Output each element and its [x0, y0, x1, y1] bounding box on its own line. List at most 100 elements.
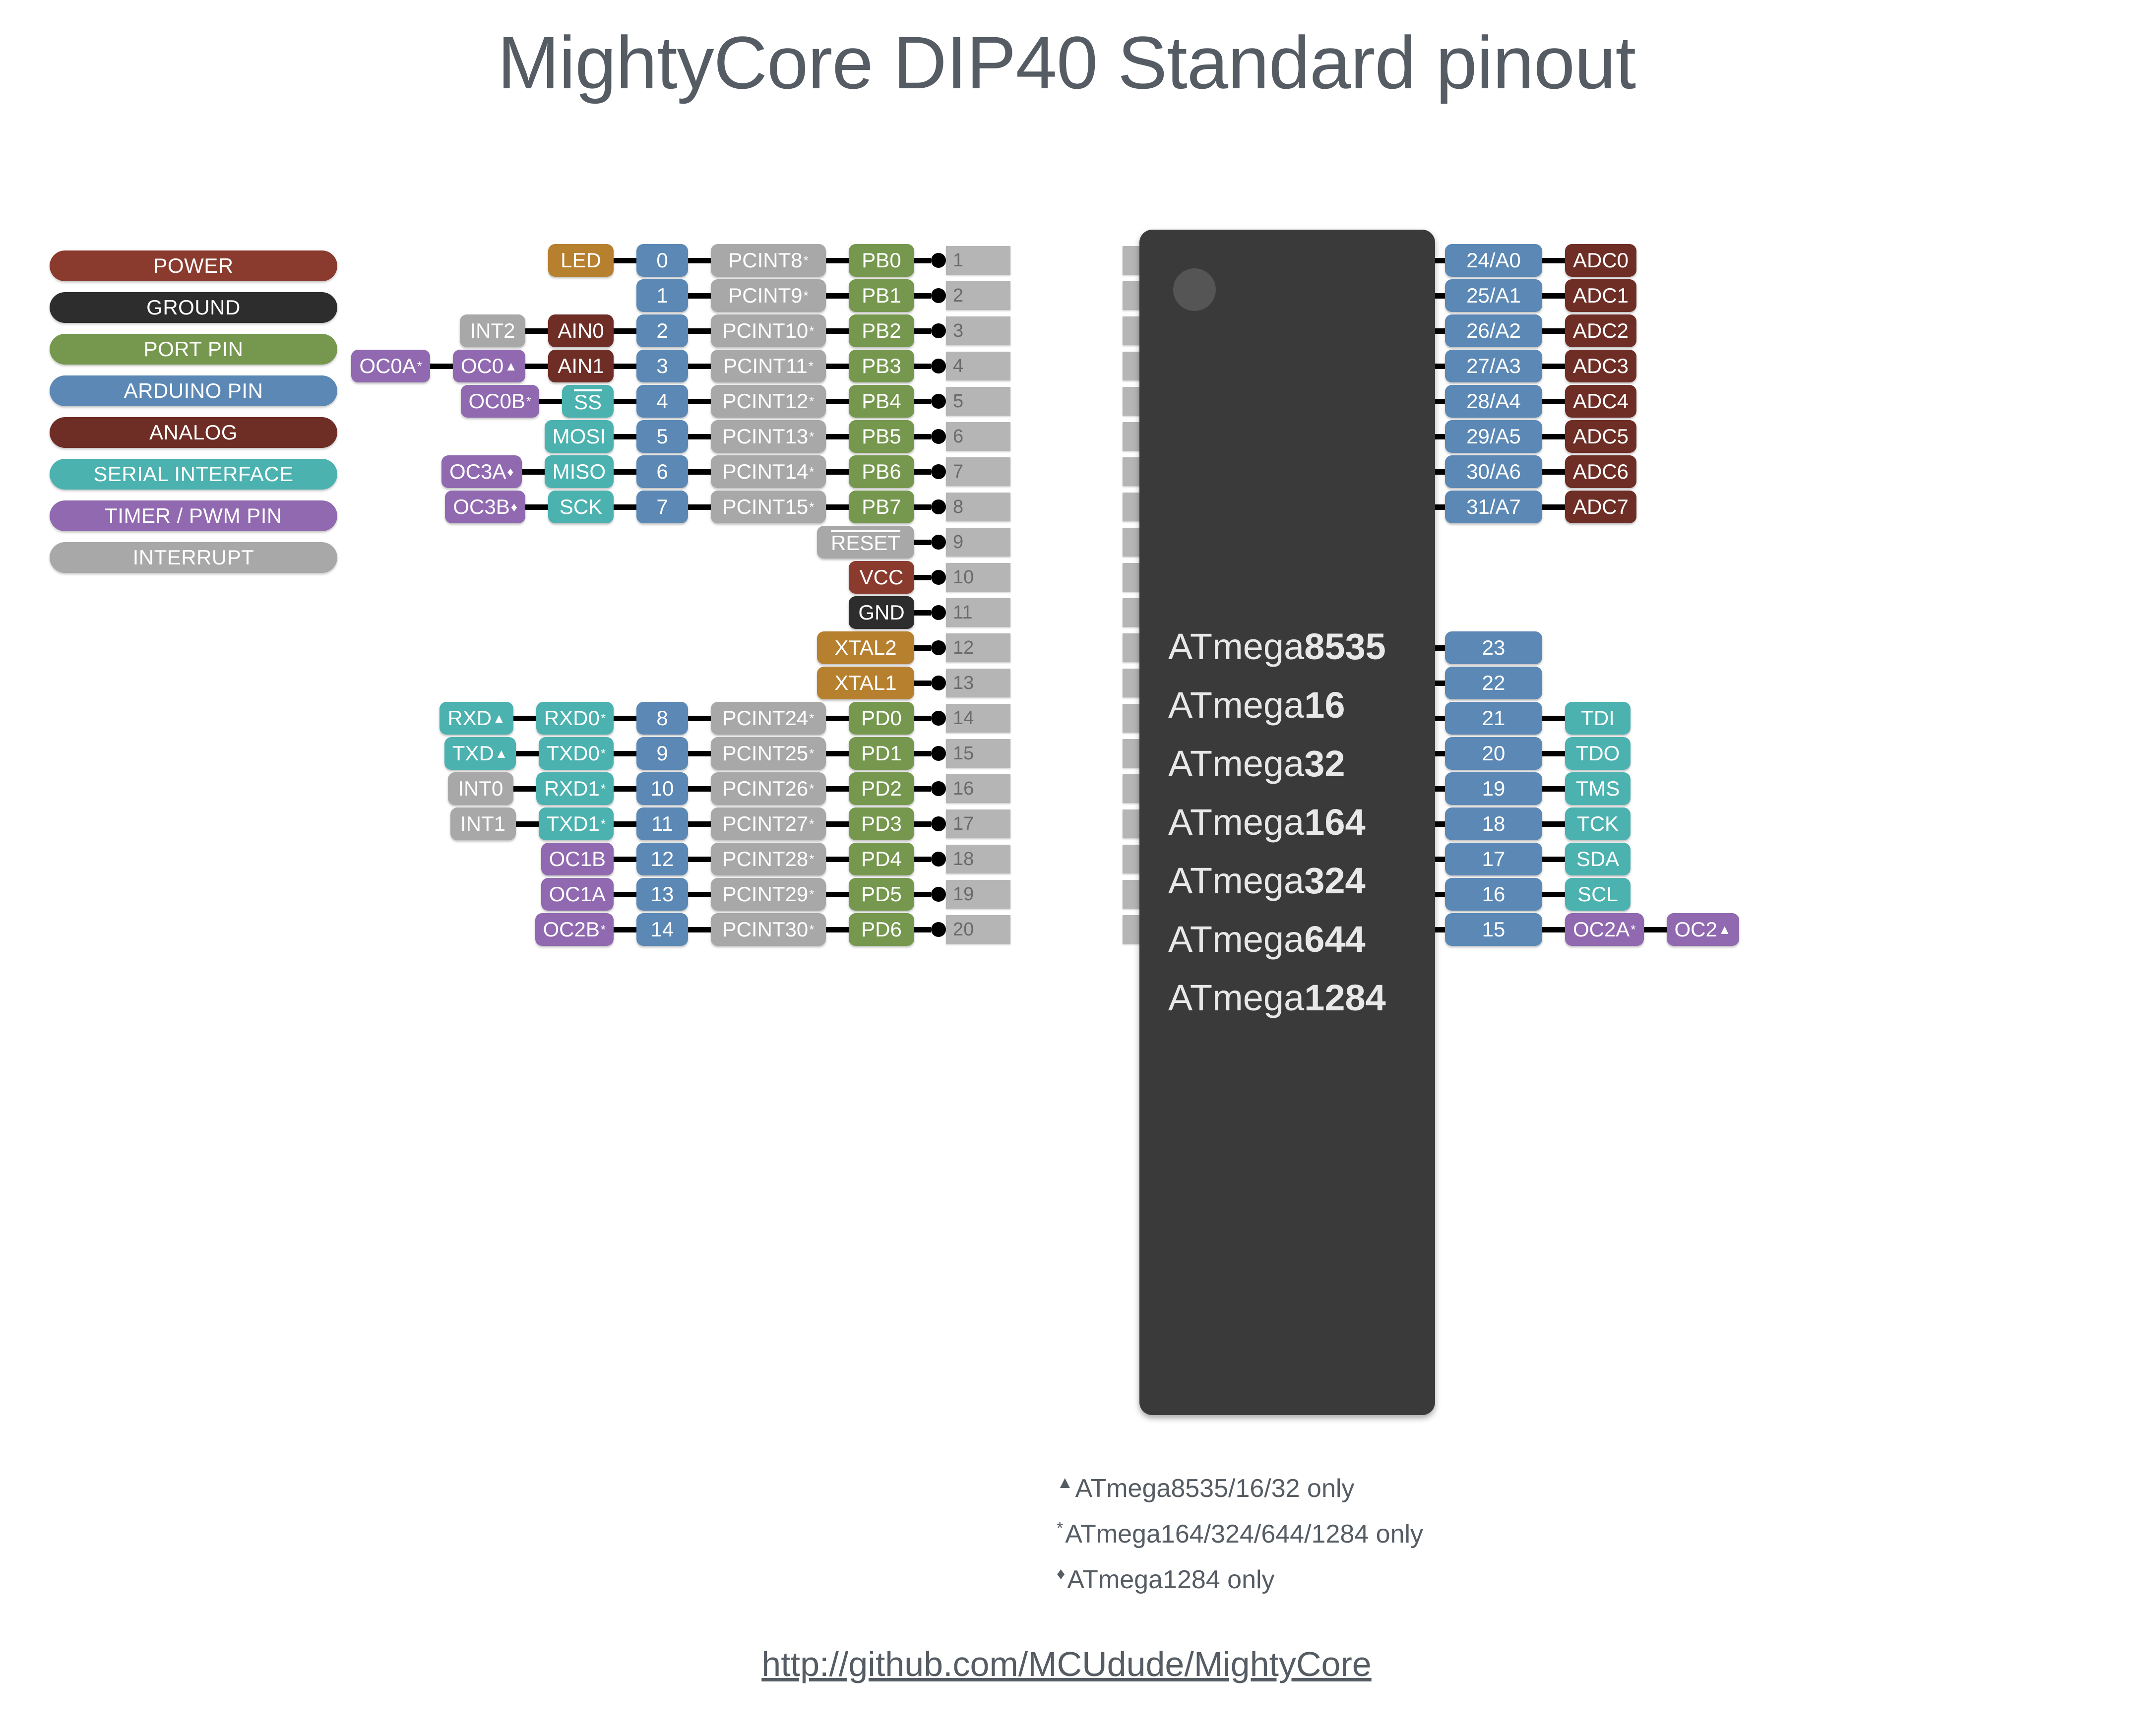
- pin-label-24-a0: 24/A0: [1445, 244, 1542, 277]
- pin-label-pb1: PB1: [849, 279, 914, 312]
- pin-label-text: OC0: [460, 354, 504, 377]
- pin-label-text: 10: [650, 777, 674, 800]
- pin-label-text: 15: [1482, 918, 1506, 941]
- pin-label-text: ADC6: [1573, 460, 1629, 483]
- pin-label-oc2b: OC2B *: [535, 913, 614, 946]
- connector-wire: [826, 856, 849, 862]
- pin-label-text: PCINT9: [728, 284, 803, 307]
- connector-wire: [688, 257, 711, 263]
- pin-label-tms: TMS: [1565, 772, 1631, 805]
- pin-label-text: 26/A2: [1466, 319, 1521, 342]
- connector-wire: [688, 363, 711, 369]
- pin-label-text: 0: [656, 248, 668, 272]
- pin-number-tab: 15: [946, 739, 1010, 768]
- pin-label-text: MOSI: [552, 425, 606, 448]
- connector-wire: [826, 328, 849, 334]
- pin-label-6: 6: [636, 455, 688, 488]
- pin-label-text: TXD1: [546, 812, 600, 835]
- page-title: MightyCore DIP40 Standard pinout: [497, 21, 1636, 104]
- chip-name-number: 164: [1304, 802, 1366, 843]
- pin-label-pb2: PB2: [849, 314, 914, 347]
- pin-label-txd1: TXD1 *: [538, 807, 614, 840]
- pin-lead-dot-icon: [931, 535, 946, 550]
- legend-item-port-pin: PORT PIN: [50, 334, 337, 365]
- connector-wire: [826, 821, 849, 827]
- pin-lead-wire: [914, 504, 931, 510]
- chip-name-atmega1284: ATmega1284: [1168, 969, 1386, 1027]
- legend: POWER GROUND PORT PIN ARDUINO PIN ANALOG SERI…: [50, 250, 337, 584]
- connector-wire: [1643, 927, 1667, 932]
- connector-wire: [539, 398, 562, 404]
- pin-label-text: 6: [656, 460, 668, 483]
- pin-number-tab: 4: [946, 352, 1010, 380]
- pin-label-14: 14: [636, 913, 688, 946]
- pin-label-9: 9: [636, 737, 688, 770]
- pin-label-pcint14: PCINT14 *: [711, 455, 826, 488]
- pin-label-pd4: PD4: [849, 843, 914, 875]
- pin-lead-dot-icon: [931, 429, 946, 444]
- pin-label-ain0: AIN0: [548, 314, 614, 347]
- pin-label-1: 1: [636, 279, 688, 312]
- pin-label-pcint12: PCINT12 *: [711, 385, 826, 418]
- connector-wire: [688, 821, 711, 827]
- pin-label-text: GND: [858, 601, 905, 624]
- connector-wire: [688, 927, 711, 932]
- chip-name-number: 8535: [1304, 626, 1386, 667]
- pin-lead-wire: [914, 574, 931, 580]
- pin-label-text: TXD0: [546, 742, 600, 765]
- connector-wire: [688, 750, 711, 756]
- connector-wire: [513, 786, 536, 792]
- project-url-link[interactable]: http://github.com/MCUdude/MightyCore: [761, 1645, 1372, 1683]
- pin-label-text: 12: [650, 847, 674, 870]
- pin-number-tab: 13: [946, 669, 1010, 697]
- pin-label-pcint15: PCINT15 *: [711, 491, 826, 523]
- pin-lead-wire: [914, 398, 931, 404]
- pin-lead-dot-icon: [931, 359, 946, 373]
- connector-wire: [688, 434, 711, 439]
- pin-label-xtal2: XTAL2: [817, 631, 914, 664]
- pin-label-text: PB0: [862, 248, 901, 272]
- connector-wire: [614, 363, 636, 369]
- pin-label-text: 22: [1482, 671, 1506, 694]
- chip-name-number: 324: [1304, 860, 1366, 901]
- legend-item-timer-pwm-pin: TIMER / PWM PIN: [50, 500, 337, 531]
- pin-label-text: 13: [650, 882, 674, 906]
- pin-label-11: 11: [636, 807, 688, 840]
- pin-lead-wire: [914, 257, 931, 263]
- table-row: 14 PD0 PCINT24 * 8 RXD0 * RXD ▲: [439, 702, 1010, 735]
- pin-label-oc3b: OC3B ♦: [445, 491, 525, 523]
- table-row: 4 PB3 PCINT11 * 3 AIN1 OC0 ▲ OC0A *: [351, 350, 1010, 382]
- pin-lead-wire: [914, 363, 931, 369]
- pin-lead-dot-icon: [931, 464, 946, 479]
- connector-wire: [826, 363, 849, 369]
- legend-item-analog: ANALOG: [50, 417, 337, 448]
- pin-label-pd0: PD0: [849, 702, 914, 735]
- pin-label-pb6: PB6: [849, 455, 914, 488]
- pin-label-text: ADC5: [1573, 425, 1629, 448]
- pin-number-tab: 7: [946, 457, 1010, 486]
- pin-lead-dot-icon: [931, 676, 946, 690]
- chip-name-prefix: ATmega: [1168, 743, 1305, 784]
- table-row: 19 PD5 PCINT29 * 13 OC1A: [541, 878, 1010, 911]
- pin-label-tck: TCK: [1565, 807, 1631, 840]
- pin-label-text: PCINT14: [722, 460, 809, 483]
- pin-label-int2: INT2: [460, 314, 525, 347]
- pin-label-13: 13: [636, 878, 688, 911]
- connector-wire: [826, 434, 849, 439]
- pin-label-ain1: AIN1: [548, 350, 614, 382]
- pin-label-adc2: ADC2: [1565, 314, 1637, 347]
- pin-lead: [914, 887, 946, 902]
- pin-label-text: PB5: [862, 425, 901, 448]
- pin-lead-dot-icon: [931, 781, 946, 796]
- connector-wire: [515, 821, 539, 827]
- pin-label-12: 12: [636, 843, 688, 875]
- pin-lead-dot-icon: [931, 253, 946, 268]
- pin-lead-wire: [914, 856, 931, 862]
- table-row: 1 PB0 PCINT8 * 0 LED: [548, 244, 1010, 277]
- table-row: 15 PD1 PCINT25 * 9 TXD0 * TXD ▲: [444, 737, 1010, 770]
- connector-wire: [826, 715, 849, 721]
- pin-lead-dot-icon: [931, 288, 946, 303]
- connector-wire: [614, 328, 636, 334]
- pin-label-text: PD5: [861, 882, 902, 906]
- connector-wire: [614, 504, 636, 510]
